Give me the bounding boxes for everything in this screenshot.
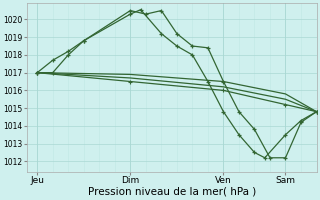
X-axis label: Pression niveau de la mer( hPa ): Pression niveau de la mer( hPa )	[88, 187, 256, 197]
